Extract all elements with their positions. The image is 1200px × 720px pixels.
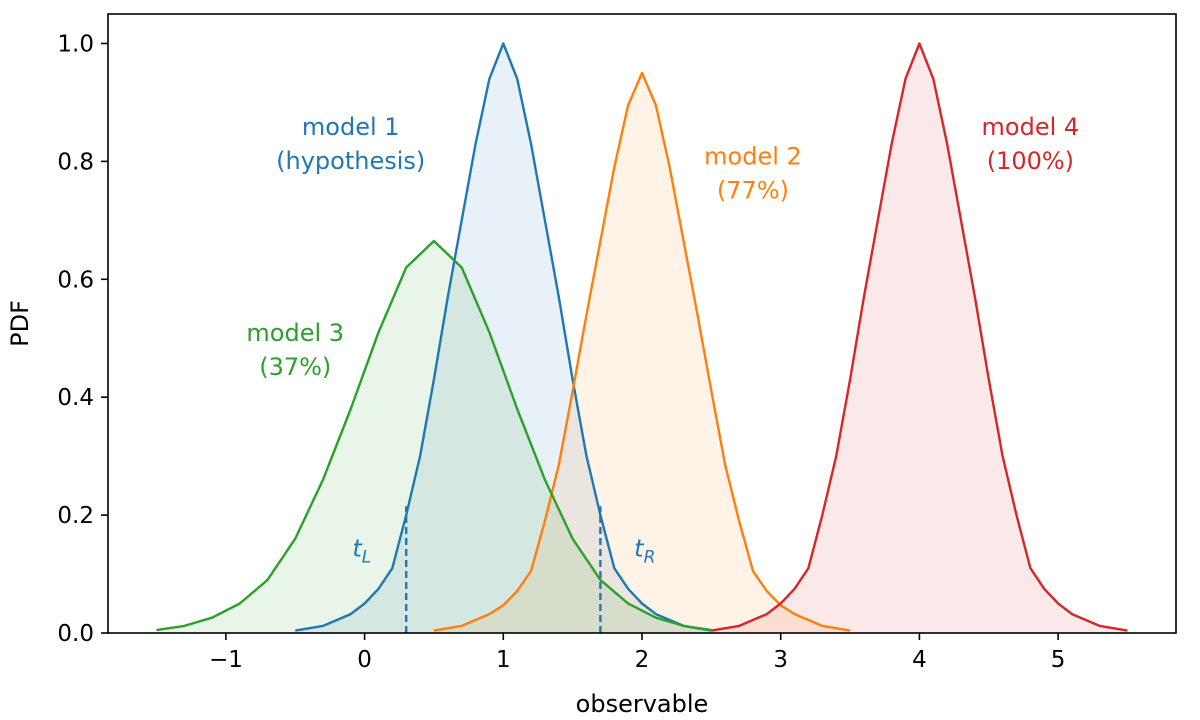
model-3-annotation: model 3 (37%): [246, 319, 344, 381]
curve-fill-3: [156, 241, 712, 633]
curve-fill-2: [433, 73, 851, 633]
curve-line-4: [711, 42, 1128, 632]
threshold-label-r: tR: [634, 534, 655, 567]
y-axis-ticks: 0.0 0.2 0.4 0.6 0.8 1.0: [57, 31, 108, 647]
x-axis-label: observable: [576, 690, 709, 718]
x-tick-label: 3: [773, 647, 788, 673]
model-2-annotation: model 2 (77%): [704, 142, 802, 204]
x-tick-label: 5: [1051, 647, 1066, 673]
y-tick-label: 0.2: [57, 503, 94, 529]
y-tick-label: 0.0: [57, 621, 94, 647]
y-tick-label: 0.8: [57, 149, 94, 175]
curve-fill-4: [711, 43, 1128, 633]
curve-fill-1: [295, 43, 712, 633]
x-tick-label: 4: [912, 647, 927, 673]
curve-fills: [156, 43, 1128, 633]
y-tick-label: 0.4: [57, 385, 94, 411]
x-tick-label: 1: [496, 647, 511, 673]
curve-line-3: [156, 239, 712, 632]
x-tick-label: −1: [209, 647, 243, 673]
y-tick-label: 1.0: [57, 31, 94, 57]
y-tick-label: 0.6: [57, 267, 94, 293]
model-4-annotation: model 4 (100%): [982, 113, 1080, 175]
curve-line-1: [294, 42, 712, 632]
curve-line-2: [433, 71, 851, 632]
x-tick-label: 2: [635, 647, 650, 673]
model-1-annotation: model 1 (hypothesis): [276, 113, 425, 175]
x-tick-label: 0: [357, 647, 372, 673]
threshold-lines: tL tR: [352, 506, 655, 633]
y-axis-label: PDF: [6, 300, 34, 347]
x-axis-ticks: −1 0 1 2 3 4 5: [209, 633, 1065, 673]
threshold-label-l: tL: [352, 534, 371, 567]
model-annotations: model 1 (hypothesis) model 2 (77%) model 3 (3…: [246, 113, 1079, 381]
curve-lines: [156, 42, 1128, 632]
